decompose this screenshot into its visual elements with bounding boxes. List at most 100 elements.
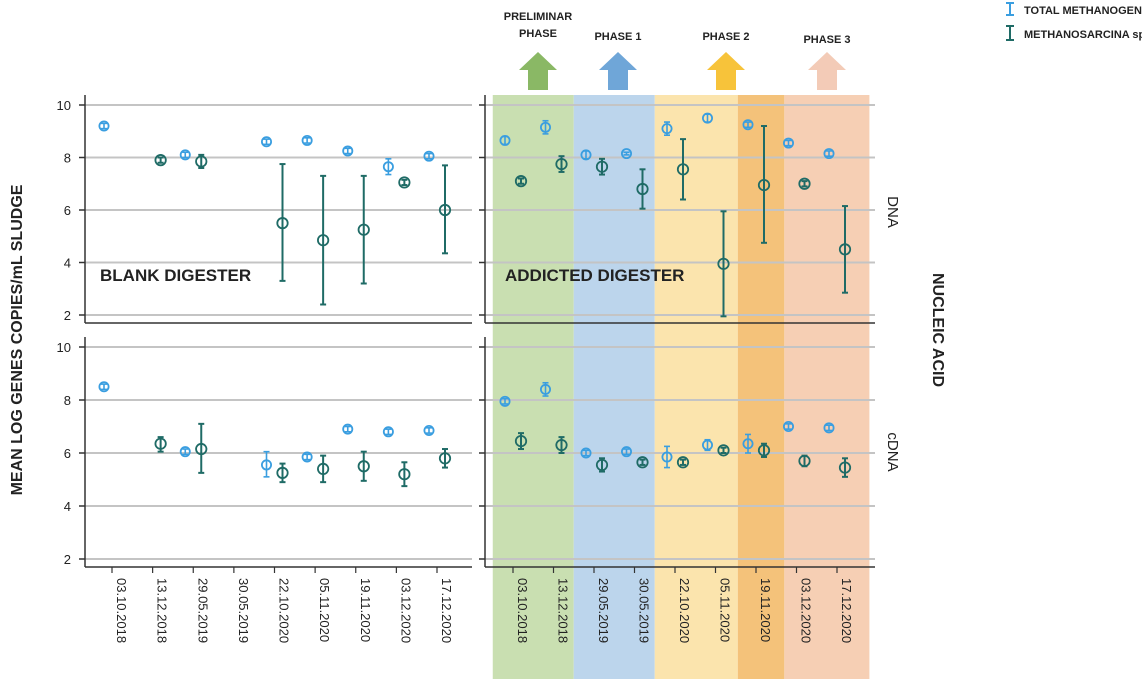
data-point (179, 149, 191, 161)
data-point (636, 182, 649, 196)
data-point (798, 177, 811, 190)
data-point (382, 426, 394, 438)
data-point (357, 223, 370, 236)
data-point (499, 134, 511, 146)
data-point (702, 439, 714, 451)
data-point (580, 447, 592, 459)
strip-label-cdna: cDNA (884, 432, 901, 471)
y-tick-label: 8 (64, 393, 71, 408)
data-point (757, 178, 771, 192)
y-tick-label: 6 (64, 203, 71, 218)
arrow-phase2-icon (707, 52, 745, 90)
data-point (154, 437, 167, 450)
data-point (514, 175, 528, 188)
data-point (260, 459, 272, 471)
data-point (98, 381, 110, 393)
phase-label-3: PHASE 3 (803, 34, 850, 46)
data-point (661, 123, 673, 135)
data-point (757, 444, 771, 457)
phase-arrows (519, 52, 846, 90)
data-marks (98, 112, 852, 488)
data-point (154, 154, 167, 167)
phase-bands (492, 95, 870, 679)
legend-total-icon (1006, 2, 1014, 16)
data-point (382, 161, 394, 173)
data-point (195, 155, 208, 168)
data-point (783, 137, 795, 149)
data-point (798, 454, 811, 468)
phase-label-preliminar-2: PHASE (519, 28, 557, 40)
x-tick-label: 30.05.2019 (637, 578, 652, 643)
gridlines (85, 104, 875, 560)
y-tick-label: 2 (64, 308, 71, 323)
x-tick-labels: 03.10.2018 13.12.2018 29.05.2019 30.05.2019… (114, 578, 854, 643)
data-point (98, 120, 110, 132)
y-tick-labels: 2 4 6 8 10 2 4 6 8 10 (57, 98, 71, 567)
arrow-phase3-icon (808, 52, 846, 90)
data-point (514, 434, 528, 448)
data-point (195, 442, 208, 456)
band-phase2 (654, 95, 738, 679)
y-tick-label: 10 (57, 340, 71, 355)
data-point (717, 257, 730, 270)
x-tick-label: 03.12.2020 (799, 578, 814, 643)
y-tick-label: 10 (57, 98, 71, 113)
data-point (423, 150, 435, 162)
y-tick-label: 6 (64, 446, 71, 461)
axes (79, 95, 875, 573)
data-point (398, 176, 411, 189)
x-tick-label: 05.11.2020 (718, 578, 733, 642)
data-point (595, 458, 609, 472)
data-point (398, 468, 411, 481)
data-point (555, 438, 568, 452)
phase-label-2: PHASE 2 (702, 31, 749, 43)
data-point (783, 420, 795, 432)
x-tick-label: 22.10.2020 (677, 578, 692, 643)
data-point (357, 460, 370, 473)
x-tick-label: 05.11.2020 (317, 578, 332, 642)
band-phase2b (737, 95, 785, 679)
data-point (179, 446, 191, 458)
x-tick-label: 17.12.2020 (839, 578, 854, 643)
data-point (301, 134, 313, 146)
x-tick-label: 13.12.2018 (155, 578, 170, 643)
data-point (742, 438, 754, 450)
arrow-preliminar-icon (519, 52, 557, 90)
legend-methanosarcina-label: METHANOSARCINA spp. (1024, 29, 1142, 41)
arrow-phase1-icon (599, 52, 637, 90)
x-tick-label: 17.12.2020 (439, 578, 454, 643)
data-point (676, 456, 690, 469)
strip-label-dna: DNA (884, 196, 901, 228)
x-tick-label: 19.11.2020 (358, 578, 373, 642)
data-point (540, 383, 552, 395)
band-phase1 (573, 95, 655, 679)
x-tick-label: 03.10.2018 (515, 578, 530, 643)
y-tick-label: 4 (64, 499, 71, 514)
data-point (276, 466, 289, 479)
panel-label-blank: BLANK DIGESTER (100, 266, 251, 285)
data-point (702, 112, 714, 124)
right-axis-title: NUCLEIC ACID (929, 273, 946, 387)
phase-label-1: PHASE 1 (594, 31, 641, 43)
data-point (260, 136, 272, 148)
y-tick-label: 2 (64, 552, 71, 567)
data-point (636, 456, 649, 469)
legend-total-label: TOTAL METHANOGENS (1024, 5, 1142, 17)
legend: TOTAL METHANOGENS METHANOSARCINA spp. (1006, 2, 1142, 41)
y-tick-label: 4 (64, 256, 71, 271)
data-point (621, 446, 633, 458)
panel-label-addicted: ADDICTED DIGESTER (505, 266, 684, 285)
data-point (676, 163, 690, 176)
data-point (838, 461, 852, 474)
x-tick-label: 03.12.2020 (398, 578, 413, 643)
y-axis-title: MEAN LOG GENES COPIES/mL SLUDGE (9, 184, 26, 495)
x-tick-label: 29.05.2019 (596, 578, 611, 643)
data-point (595, 160, 609, 173)
data-point (823, 422, 835, 434)
x-tick-label: 03.10.2018 (114, 578, 129, 643)
band-phase3 (784, 95, 870, 679)
data-point (423, 424, 435, 436)
y-tick-label: 8 (64, 151, 71, 166)
band-preliminar (492, 95, 574, 679)
